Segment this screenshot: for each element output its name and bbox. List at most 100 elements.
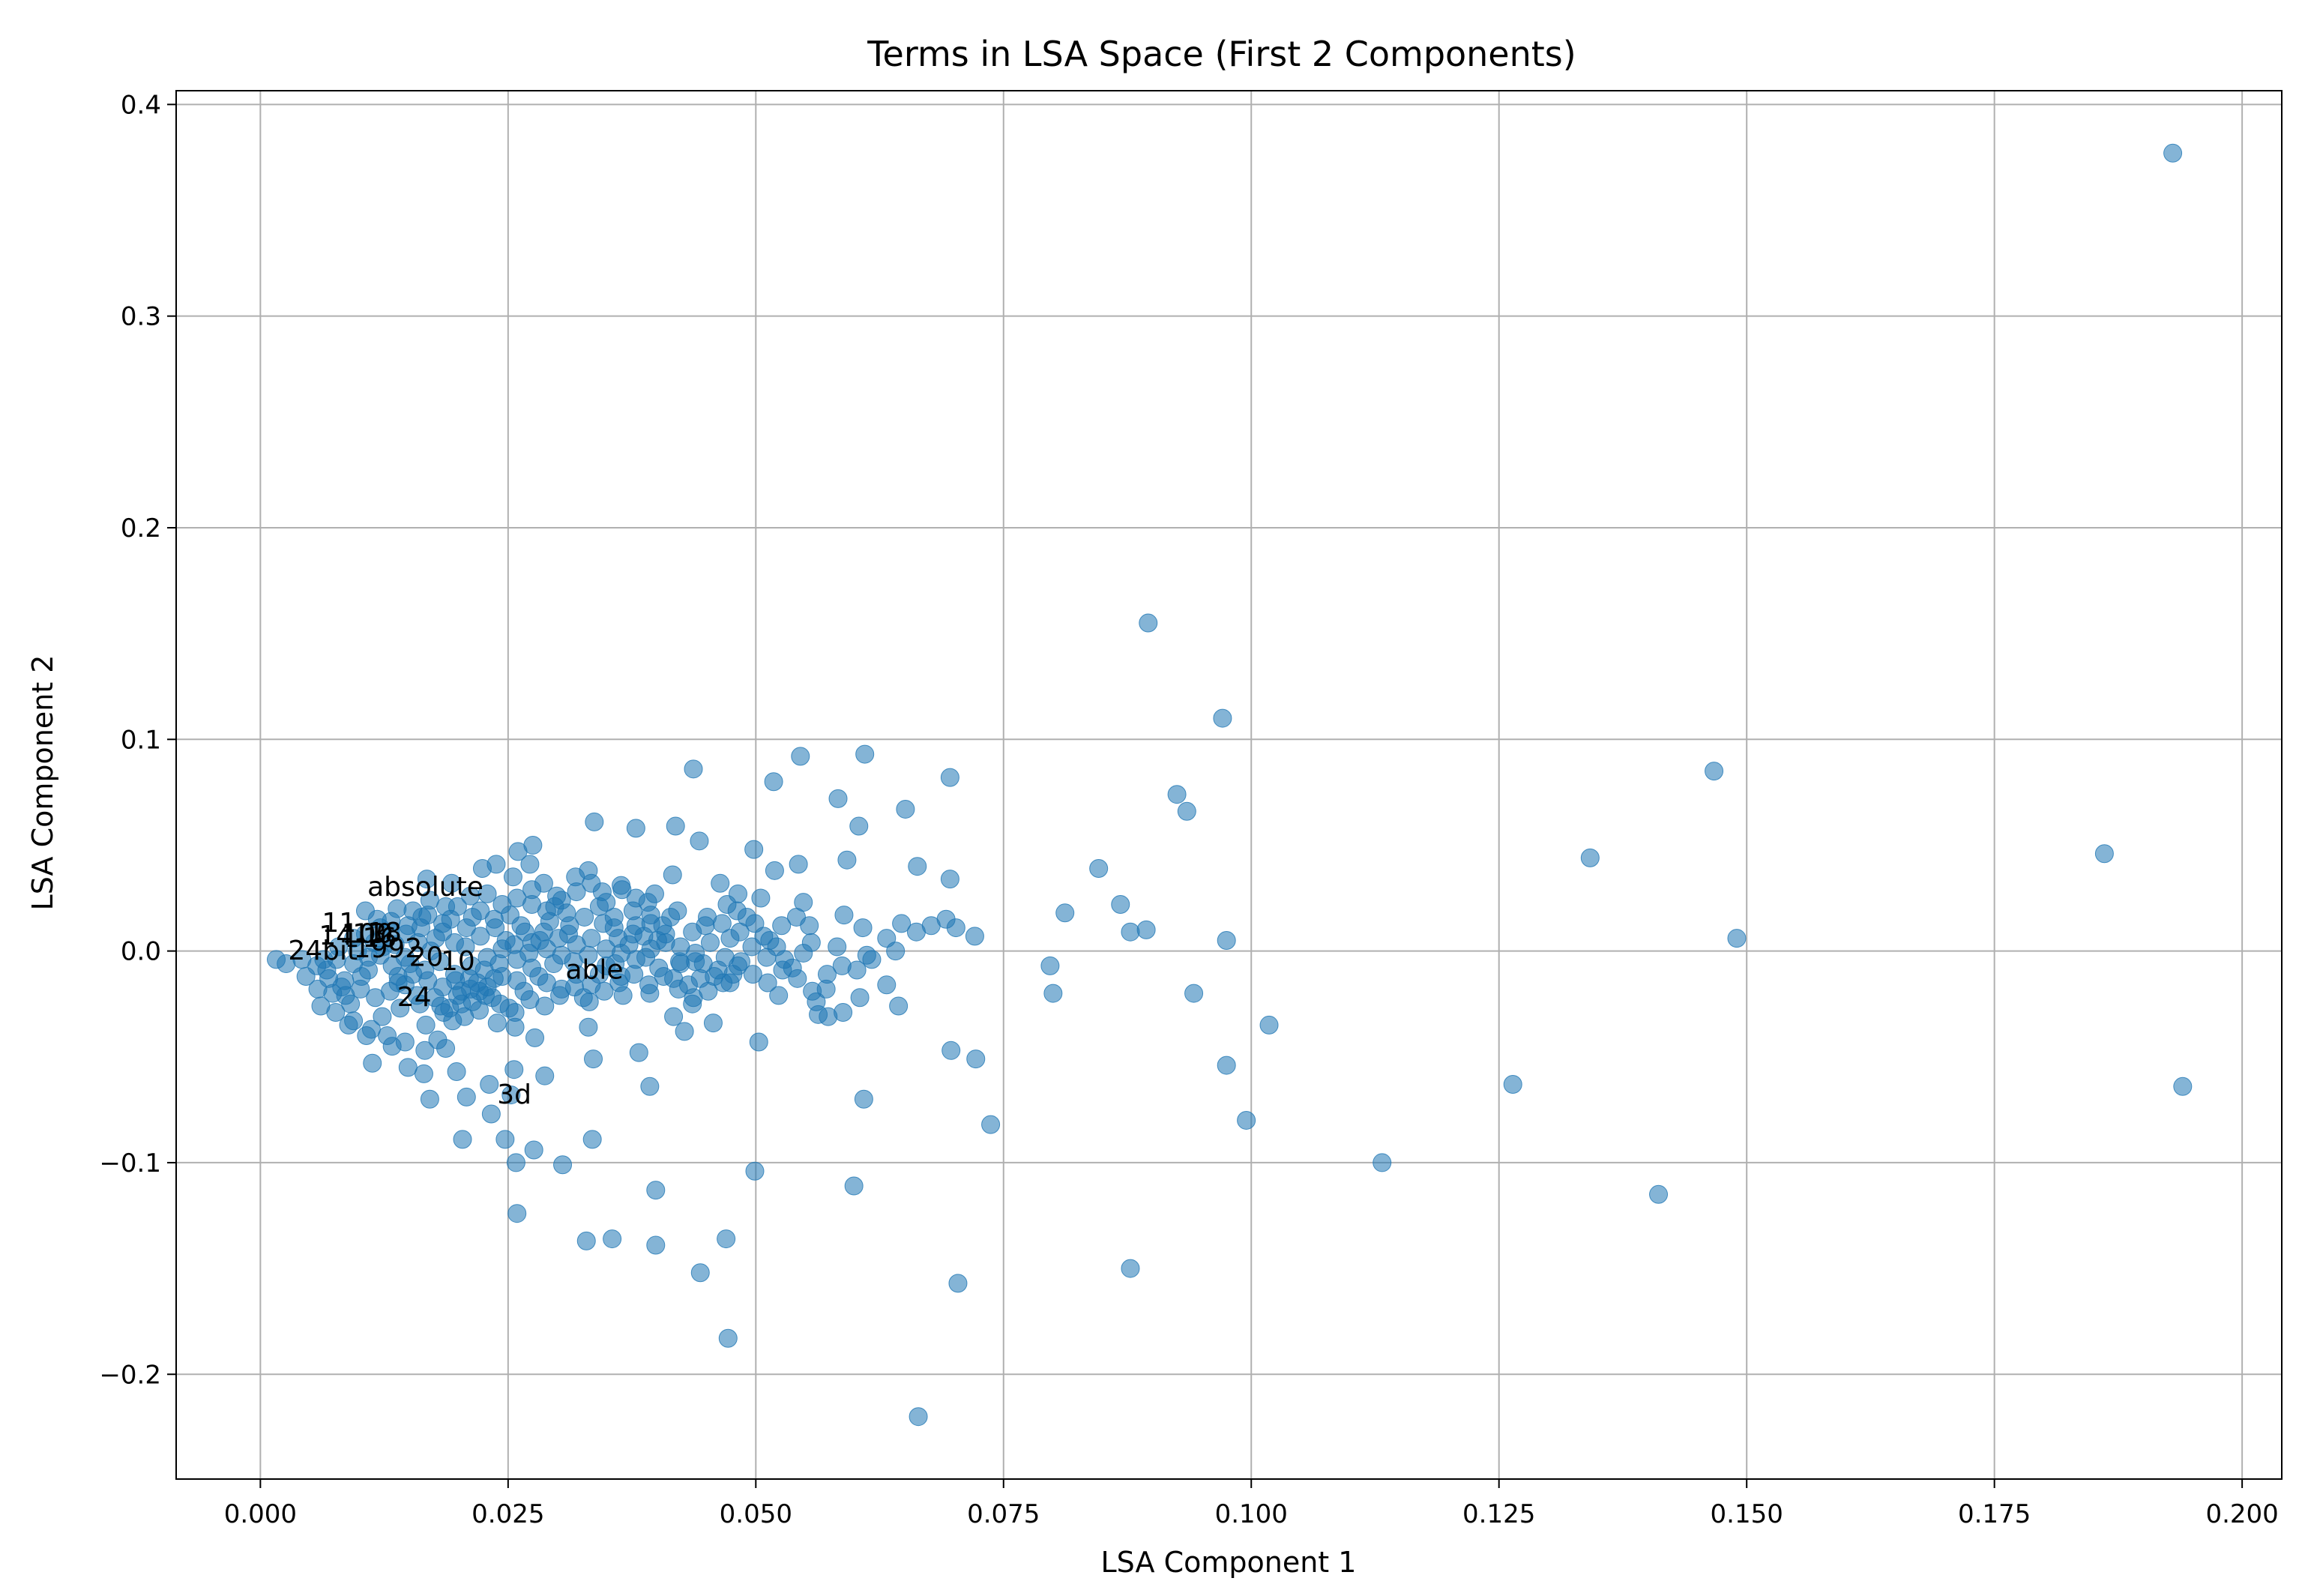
scatter-point — [355, 901, 375, 921]
scatter-point — [791, 747, 810, 766]
scatter-point — [1237, 1110, 1256, 1130]
scatter-point — [850, 988, 870, 1008]
scatter-point — [1043, 984, 1063, 1003]
scatter-point — [414, 1064, 433, 1083]
scatter-point — [656, 933, 675, 952]
scatter-point — [855, 744, 875, 764]
scatter-point — [504, 935, 524, 954]
scatter-point — [966, 1050, 986, 1069]
scatter-point — [1213, 708, 1232, 728]
point-annotation: 18 — [367, 918, 402, 948]
scatter-point — [730, 922, 750, 942]
scatter-point — [908, 857, 927, 876]
scatter-point — [1705, 762, 1724, 781]
scatter-point — [757, 948, 777, 967]
scatter-point — [519, 943, 539, 963]
scatter-point — [1259, 1015, 1279, 1035]
scatter-point — [941, 1041, 961, 1060]
scatter-point — [1217, 1056, 1236, 1075]
scatter-point — [609, 929, 628, 948]
x-tick-label: 0.150 — [1711, 1499, 1783, 1529]
scatter-point — [749, 1032, 768, 1052]
scatter-point — [504, 1060, 524, 1079]
scatter-point — [597, 893, 616, 912]
scatter-point — [828, 937, 847, 957]
scatter-point — [495, 1130, 515, 1149]
scatter-point — [524, 1140, 543, 1160]
scatter-point — [457, 1087, 476, 1106]
y-tick-label: −0.2 — [99, 1360, 161, 1390]
scatter-point — [717, 1229, 736, 1249]
scatter-point — [603, 1229, 622, 1249]
scatter-point — [442, 873, 461, 893]
scatter-point — [358, 948, 378, 967]
scatter-point — [508, 842, 528, 861]
point-annotation: 20 — [409, 942, 444, 972]
scatter-point — [431, 996, 451, 1016]
scatter-point — [669, 979, 688, 999]
scatter-point — [1111, 895, 1130, 915]
scatter-point — [629, 1043, 648, 1062]
scatter-point — [1184, 984, 1204, 1003]
scatter-point — [486, 855, 506, 874]
scatter-point — [2163, 143, 2183, 163]
scatter-point — [486, 918, 505, 938]
scatter-point — [847, 960, 867, 980]
scatter-point — [624, 965, 644, 984]
scatter-point — [671, 954, 690, 974]
scatter-points — [267, 143, 2193, 1427]
scatter-point — [550, 986, 570, 1005]
scatter-point — [940, 768, 959, 787]
scatter-point — [398, 1058, 418, 1077]
scatter-point — [664, 1007, 684, 1026]
scatter-point — [612, 876, 631, 895]
scatter-point — [743, 965, 762, 984]
scatter-point — [415, 960, 435, 980]
scatter-point — [690, 831, 709, 851]
scatter-point — [639, 975, 659, 995]
scatter-point — [344, 1011, 364, 1031]
scatter-point — [854, 1089, 873, 1109]
x-tick-label: 0.125 — [1462, 1499, 1535, 1529]
scatter-point — [666, 816, 685, 836]
scatter-point — [1121, 1259, 1140, 1278]
scatter-point — [471, 927, 490, 946]
scatter-point — [626, 819, 645, 838]
scatter-point — [560, 916, 579, 936]
scatter-point — [501, 1085, 521, 1105]
x-axis-label: LSA Component 1 — [1101, 1546, 1357, 1579]
scatter-point — [463, 907, 482, 927]
point-annotation: 14 — [319, 921, 353, 951]
scatter-point — [552, 891, 571, 910]
scatter-point — [507, 888, 527, 908]
point-annotation: 10 — [441, 946, 475, 977]
scatter-point — [626, 888, 645, 908]
scatter-point — [849, 816, 869, 836]
scatter-point — [1503, 1074, 1522, 1094]
point-annotation: 11 — [322, 908, 356, 939]
scatter-point — [877, 929, 897, 948]
y-axis-label: LSA Component 2 — [26, 655, 59, 911]
point-annotation: 3d — [497, 1079, 531, 1110]
scatter-point — [742, 937, 762, 957]
x-tick-label: 0.075 — [967, 1499, 1040, 1529]
x-tick-label: 0.100 — [1215, 1499, 1288, 1529]
y-tick-label: 0.0 — [121, 937, 161, 967]
scatter-point — [803, 981, 822, 1001]
scatter-point — [921, 916, 941, 936]
scatter-point — [579, 1017, 598, 1037]
x-tick-label: 0.175 — [1958, 1499, 2031, 1529]
scatter-point — [344, 929, 364, 948]
scatter-point — [2173, 1076, 2193, 1096]
scatter-point — [862, 950, 882, 969]
scatter-point — [668, 901, 687, 921]
scatter-point — [654, 966, 673, 986]
scatter-point — [946, 918, 965, 938]
scatter-point — [877, 975, 897, 995]
scatter-point — [817, 965, 837, 984]
scatter-point — [1040, 956, 1060, 975]
scatter-point — [553, 1155, 573, 1175]
point-annotation: 24 — [397, 982, 432, 1013]
scatter-point — [1055, 903, 1075, 923]
